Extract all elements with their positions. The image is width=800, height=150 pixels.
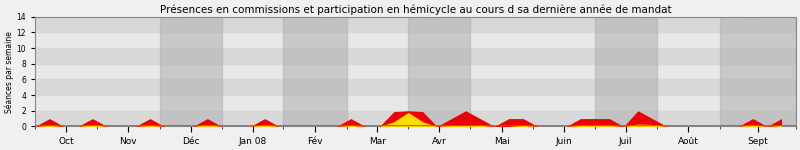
Bar: [35, 17, 796, 33]
Bar: [283, 17, 346, 126]
Bar: [35, 64, 796, 80]
Bar: [35, 95, 796, 111]
Bar: [35, 1, 796, 17]
Bar: [35, 111, 796, 126]
Bar: [160, 17, 222, 126]
Bar: [595, 17, 657, 126]
Bar: [35, 80, 796, 95]
Bar: [35, 1, 796, 17]
Y-axis label: Séances par semaine: Séances par semaine: [4, 31, 14, 112]
Bar: [35, 17, 796, 33]
Bar: [35, 48, 796, 64]
Bar: [35, 33, 796, 48]
Bar: [35, 95, 796, 111]
Bar: [35, 80, 796, 95]
Bar: [35, 33, 796, 48]
Bar: [35, 64, 796, 80]
Bar: [35, 111, 796, 126]
Bar: [408, 17, 470, 126]
Bar: [720, 17, 796, 126]
Bar: [35, 48, 796, 64]
Title: Présences en commissions et participation en hémicycle au cours d sa dernière an: Présences en commissions et participatio…: [160, 4, 671, 15]
